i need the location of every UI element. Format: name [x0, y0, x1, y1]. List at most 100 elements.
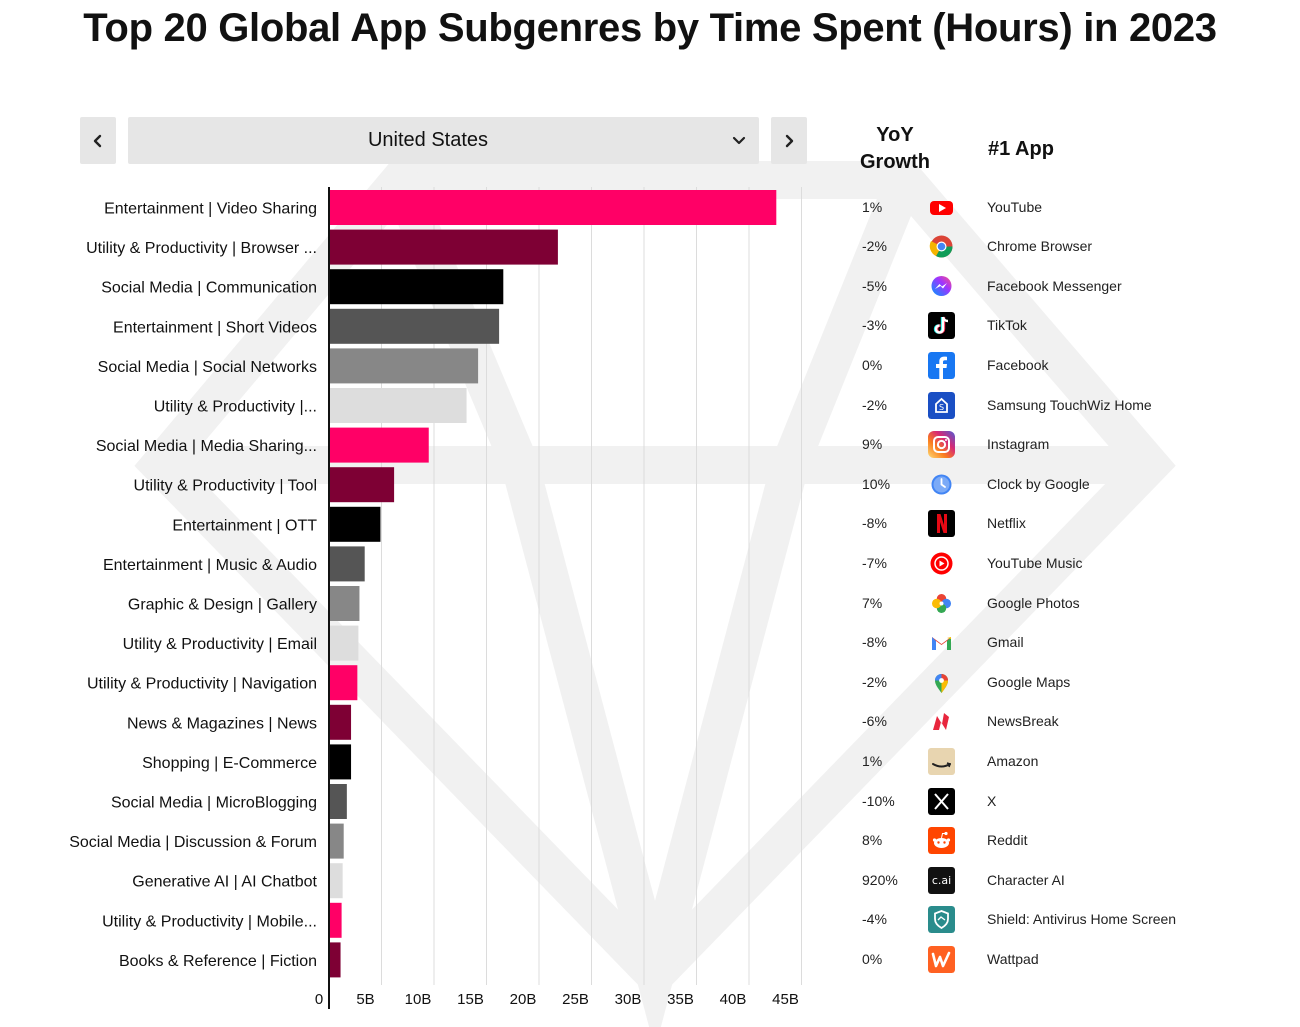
top-app-name: Wattpad	[987, 950, 1039, 967]
bar	[329, 823, 344, 859]
country-dropdown-value: United States	[367, 129, 489, 151]
top-app-name: Netflix	[987, 515, 1026, 532]
bar	[329, 506, 381, 542]
top-app-name: Facebook	[987, 356, 1049, 373]
top-app-name: Character AI	[987, 871, 1065, 888]
top-app-header: #1 App	[988, 138, 1054, 160]
yoy-growth-value: -6%	[862, 713, 887, 730]
top-app-name: TikTok	[987, 317, 1027, 334]
top-app-name: YouTube Music	[987, 554, 1083, 571]
newsbreak-icon	[928, 708, 955, 735]
chevron-left-icon	[93, 134, 102, 147]
netflix-icon	[928, 510, 955, 538]
amazon-icon	[928, 747, 955, 775]
top-app-name: Gmail	[987, 634, 1024, 651]
bar	[329, 348, 479, 384]
bar	[329, 704, 352, 740]
category-label: Social Media | Communication	[101, 280, 317, 297]
bar	[329, 546, 365, 582]
messenger-icon	[928, 273, 955, 300]
category-label: News & Magazines | News	[127, 715, 317, 732]
yoy-header-line2: Growth	[860, 151, 930, 173]
category-label: Social Media | MicroBlogging	[111, 795, 317, 812]
category-label: Books & Reference | Fiction	[119, 953, 317, 970]
yoy-growth-value: -3%	[862, 317, 887, 334]
yoy-growth-value: -2%	[862, 238, 887, 255]
category-label: Utility & Productivity | Email	[123, 636, 317, 653]
x-tick-label: 30B	[615, 991, 642, 1008]
yoy-growth-value: 10%	[862, 475, 891, 492]
category-label: Social Media | Social Networks	[98, 359, 317, 376]
top-app-name: Facebook Messenger	[987, 277, 1122, 294]
yoy-growth-value: -5%	[862, 277, 887, 294]
top-app-name: NewsBreak	[987, 713, 1059, 730]
chevron-right-icon	[785, 134, 794, 147]
tiktok-icon	[928, 312, 955, 340]
bar	[329, 942, 341, 978]
bar	[329, 388, 467, 423]
x-tick-label: 35B	[667, 991, 694, 1008]
yoy-growth-value: 0%	[862, 950, 883, 967]
next-country-button[interactable]	[771, 117, 807, 164]
category-label: Utility & Productivity | Mobile...	[102, 913, 317, 930]
top-app-name: Chrome Browser	[987, 238, 1093, 255]
x-tick-label: 0	[315, 991, 323, 1008]
x-tick-label: 40B	[720, 991, 747, 1008]
samsung-touchwiz-icon: S	[928, 391, 955, 419]
x-tick-label: 20B	[510, 991, 537, 1008]
chevron-down-icon	[732, 136, 746, 145]
yoy-growth-value: 8%	[862, 832, 883, 849]
category-label: Entertainment | Video Sharing	[104, 201, 317, 218]
category-label: Social Media | Discussion & Forum	[69, 834, 317, 851]
yoy-growth-value: 9%	[862, 436, 883, 453]
x-tick-label: 10B	[405, 991, 432, 1008]
yoy-growth-value: -2%	[862, 396, 887, 413]
category-label: Entertainment | OTT	[172, 517, 317, 534]
yoy-growth-value: 920%	[862, 871, 898, 888]
yoy-growth-value: -8%	[862, 515, 887, 532]
category-label: Entertainment | Short Videos	[113, 319, 317, 336]
top-app-name: Instagram	[987, 436, 1050, 453]
category-label: Utility & Productivity | Tool	[134, 478, 317, 495]
x-icon	[928, 787, 955, 815]
yoy-growth-value: 1%	[862, 752, 883, 769]
yoy-growth-header: YoY Growth	[860, 122, 930, 176]
bar	[329, 586, 360, 621]
country-dropdown[interactable]: United States	[128, 117, 759, 164]
bar	[329, 784, 347, 819]
yoy-growth-value: 0%	[862, 356, 883, 373]
x-tick-label: 5B	[356, 991, 374, 1008]
category-label: Shopping | E-Commerce	[142, 755, 317, 772]
category-label: Entertainment | Music & Audio	[103, 557, 317, 574]
chrome-icon	[928, 233, 955, 260]
clock-icon	[928, 471, 955, 498]
google-maps-icon	[928, 669, 955, 696]
top-app-name: Shield: Antivirus Home Screen	[987, 911, 1177, 928]
bar	[329, 308, 500, 344]
category-label: Utility & Productivity | Browser ...	[86, 240, 317, 257]
yoy-growth-value: -8%	[862, 634, 887, 651]
category-label: Utility & Productivity | Navigation	[87, 676, 317, 693]
bar	[329, 269, 504, 305]
top-app-name: Clock by Google	[987, 475, 1090, 492]
prev-country-button[interactable]	[80, 117, 116, 164]
category-label: Social Media | Media Sharing...	[96, 438, 317, 455]
yoy-growth-value: -2%	[862, 673, 887, 690]
bar	[329, 902, 342, 938]
bar	[329, 744, 352, 780]
gmail-icon	[928, 629, 955, 656]
top-app-name: Samsung TouchWiz Home	[987, 396, 1152, 413]
instagram-icon	[928, 431, 955, 459]
category-label: Utility & Productivity |...	[154, 399, 317, 416]
category-label: Graphic & Design | Gallery	[128, 597, 317, 614]
svg-text:S: S	[939, 403, 944, 412]
character-ai-icon: c.ai	[928, 866, 955, 894]
bar	[329, 427, 429, 463]
x-tick-label: 15B	[457, 991, 484, 1008]
youtube-icon	[928, 194, 955, 221]
bar	[329, 665, 358, 701]
bar	[329, 863, 343, 899]
youtube-music-icon	[928, 550, 955, 577]
yoy-header-line1: YoY	[876, 124, 914, 146]
